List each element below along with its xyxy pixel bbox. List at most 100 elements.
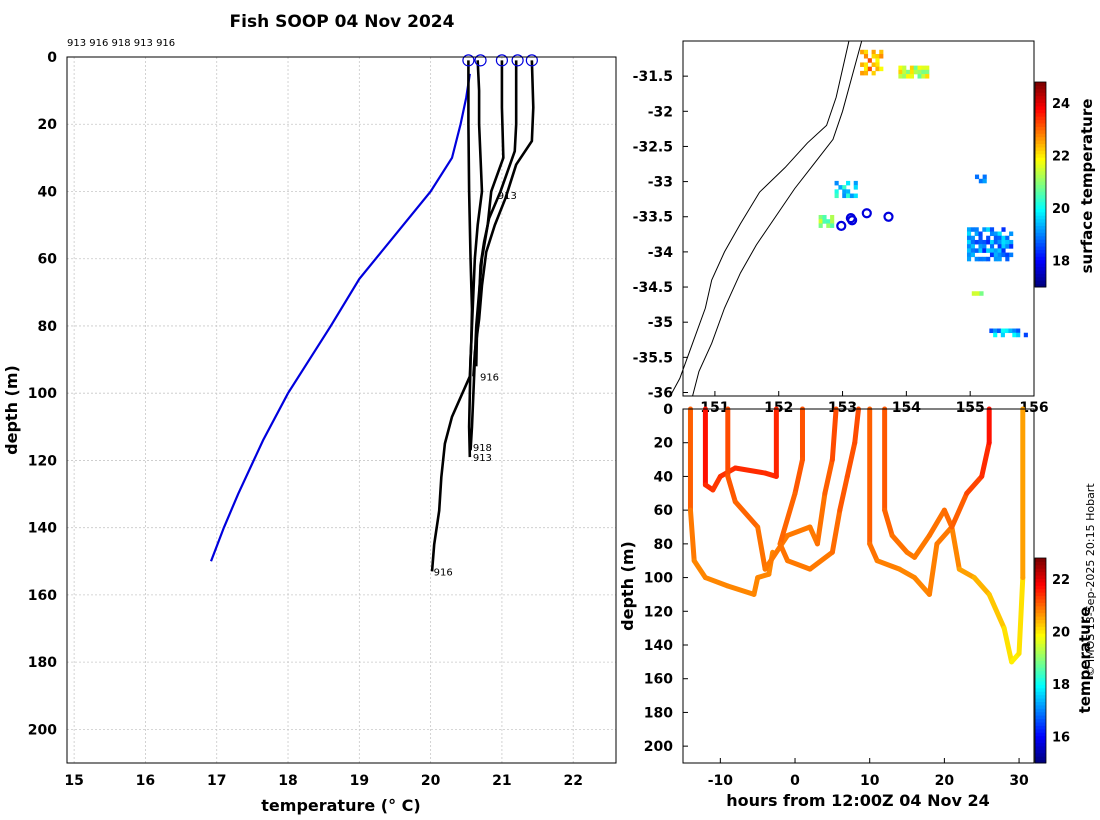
track-dive-5 bbox=[867, 406, 1026, 665]
temp-colorbar-cell bbox=[1035, 681, 1046, 685]
profile-y-tick-label: 180 bbox=[28, 655, 57, 671]
temp-colorbar-cell bbox=[1035, 749, 1046, 754]
map-y-tick-label: -34.5 bbox=[633, 280, 673, 296]
sst-cell bbox=[826, 223, 831, 228]
map-y-tick-label: -35.5 bbox=[633, 350, 673, 366]
sst-colorbar-cell bbox=[1035, 239, 1046, 244]
track-segment bbox=[807, 549, 835, 572]
sst-cell bbox=[863, 54, 869, 59]
temp-colorbar-cell bbox=[1035, 653, 1046, 658]
temp-colorbar-cell bbox=[1035, 629, 1046, 634]
track-segment bbox=[1016, 575, 1026, 656]
sst-colorbar-tick: 24 bbox=[1052, 97, 1070, 112]
track-segment bbox=[829, 406, 839, 463]
depth-time-y-tick-label: 140 bbox=[644, 638, 673, 654]
sst-colorbar-cell bbox=[1035, 102, 1046, 107]
temp-colorbar-cell bbox=[1035, 735, 1046, 740]
sst-cell bbox=[1009, 244, 1014, 249]
sst-cell bbox=[898, 74, 903, 79]
sst-cell bbox=[830, 223, 835, 228]
sst-cell bbox=[860, 62, 865, 67]
temp-colorbar-cell bbox=[1035, 742, 1046, 747]
depth-time-y-tick-label: 60 bbox=[654, 503, 674, 519]
track-segment bbox=[792, 457, 805, 496]
sst-cell bbox=[1001, 235, 1006, 241]
sst-cell bbox=[993, 231, 998, 237]
sst-cell bbox=[993, 328, 998, 334]
depth-time-frame bbox=[682, 408, 1035, 764]
sst-cell bbox=[989, 244, 995, 249]
sst-colorbar-label: surface temperature bbox=[1078, 99, 1096, 274]
sst-cell bbox=[902, 74, 907, 79]
sst-cell bbox=[974, 239, 979, 245]
temp-colorbar-cell bbox=[1035, 677, 1046, 682]
sst-cell bbox=[898, 69, 903, 75]
temp-colorbar-cell bbox=[1035, 561, 1046, 566]
profile-line-916 bbox=[430, 60, 474, 572]
sst-cell bbox=[1001, 239, 1006, 245]
sst-cell bbox=[989, 328, 994, 334]
sst-colorbar-cell bbox=[1035, 269, 1046, 274]
isobath-line bbox=[692, 40, 863, 397]
track-segment bbox=[844, 440, 858, 479]
map-x-tick-label: 153 bbox=[828, 400, 857, 416]
sst-cell bbox=[1005, 256, 1010, 262]
sst-cell bbox=[978, 256, 983, 262]
sst-colorbar-cell bbox=[1035, 228, 1046, 233]
sst-colorbar-cell bbox=[1035, 283, 1046, 288]
sst-colorbar-cell bbox=[1035, 263, 1046, 267]
track-segment bbox=[687, 507, 697, 564]
track-segment bbox=[725, 473, 738, 505]
track-segment bbox=[837, 473, 850, 513]
sst-cell bbox=[853, 180, 858, 186]
profile-frame bbox=[66, 56, 617, 764]
track-segment bbox=[762, 532, 791, 572]
surface-marker bbox=[511, 54, 524, 67]
depth-time-y-tick-label: 180 bbox=[644, 705, 673, 721]
sst-cell bbox=[986, 227, 991, 232]
sst-cell bbox=[979, 291, 984, 296]
sst-cell bbox=[871, 70, 876, 76]
temp-colorbar-cell bbox=[1035, 592, 1046, 597]
sst-colorbar-cell bbox=[1035, 109, 1046, 114]
sst-cell bbox=[1008, 328, 1013, 334]
sst-cell bbox=[997, 252, 1002, 258]
sst-cell bbox=[842, 185, 847, 190]
sst-colorbar-cell bbox=[1035, 164, 1046, 168]
depth-time-y-tick-label: 100 bbox=[644, 571, 673, 587]
temp-colorbar-label: temperature bbox=[1076, 607, 1094, 714]
sst-cell bbox=[989, 248, 995, 253]
track-segment bbox=[912, 532, 932, 560]
sst-cell bbox=[974, 174, 980, 180]
sst-colorbar-cell bbox=[1035, 126, 1046, 131]
surface-marker bbox=[462, 54, 475, 67]
sst-colorbar-cell bbox=[1035, 181, 1046, 185]
sst-cell bbox=[1001, 244, 1006, 249]
sst-colorbar-cell bbox=[1035, 266, 1046, 271]
sst-cell bbox=[970, 235, 975, 241]
sst-colorbar-cell bbox=[1035, 167, 1046, 172]
track-segment bbox=[751, 575, 761, 597]
sst-cell bbox=[997, 248, 1002, 253]
temp-colorbar-cell bbox=[1035, 588, 1046, 593]
sst-cell bbox=[974, 248, 979, 253]
sst-cell bbox=[993, 239, 998, 245]
sst-cell bbox=[830, 214, 835, 220]
sst-cell bbox=[913, 69, 918, 75]
map-x-tick-label: 154 bbox=[892, 400, 921, 416]
station-marker bbox=[883, 211, 894, 222]
sst-colorbar-cell bbox=[1035, 105, 1046, 110]
temp-colorbar-cell bbox=[1035, 728, 1046, 733]
temp-colorbar-cell bbox=[1035, 602, 1046, 607]
sst-cell bbox=[1001, 227, 1006, 232]
sst-cell bbox=[982, 239, 987, 245]
sst-colorbar-frame bbox=[1034, 81, 1047, 288]
sst-cell bbox=[818, 223, 823, 228]
temp-colorbar-cell bbox=[1035, 657, 1046, 661]
sst-cell bbox=[986, 235, 991, 241]
track-segment bbox=[852, 406, 861, 446]
sst-cell bbox=[993, 235, 998, 241]
sst-cell bbox=[1009, 231, 1014, 237]
sst-colorbar-cell bbox=[1035, 99, 1046, 103]
map-ticks: 151 152 153 154 155 156-31.5-32-32.5-33-33.5-… bbox=[633, 69, 1049, 416]
